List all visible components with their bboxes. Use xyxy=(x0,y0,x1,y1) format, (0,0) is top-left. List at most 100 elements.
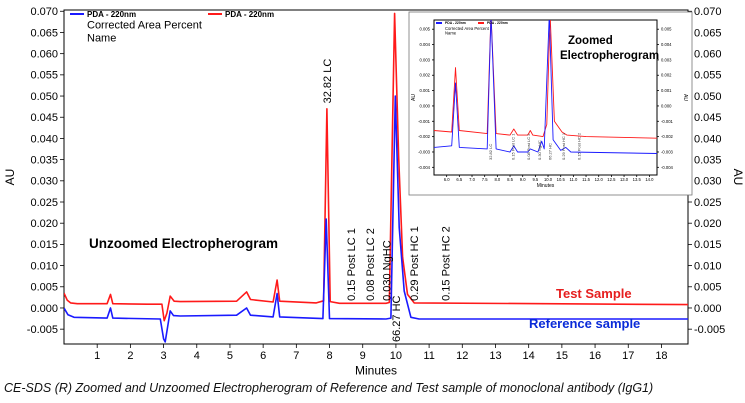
y-tick-label-left: 0.040 xyxy=(30,133,58,145)
y-tick-label-right: -0.005 xyxy=(694,324,725,336)
test-series-line xyxy=(64,12,688,322)
x-axis-label: Minutes xyxy=(355,363,397,377)
x-tick-label: 10.0 xyxy=(544,177,553,182)
x-tick-label: 8.0 xyxy=(494,177,500,182)
y-tick-label-right: 0.001 xyxy=(661,88,672,93)
y-tick-label-right: 0.005 xyxy=(694,282,722,294)
y-axis-label: AU xyxy=(411,94,417,101)
plot-frame xyxy=(433,19,658,176)
x-tick-label: 18 xyxy=(655,350,667,362)
peak-label: 0.15 Post LC 1 xyxy=(346,228,358,301)
x-tick-label: 7 xyxy=(293,350,299,362)
peak-label: 32.82 LC xyxy=(322,59,334,104)
peak-label: 66.27 HC xyxy=(391,295,403,342)
y-tick-label-right: 0.055 xyxy=(694,70,722,82)
legend-subtitle: Corrected Area Percent xyxy=(445,26,490,31)
y-tick-label-right: 0.045 xyxy=(694,112,722,124)
y-tick-label-right: 0.070 xyxy=(694,6,722,18)
x-tick-label: 1 xyxy=(94,350,100,362)
y-tick-label-right: -0.002 xyxy=(661,134,674,139)
x-tick-label: 11.0 xyxy=(569,177,578,182)
y-tick-label-right: 0.015 xyxy=(694,239,722,251)
y-tick-label-left: 0.055 xyxy=(30,70,58,82)
y-tick-label-left: 0.050 xyxy=(30,91,58,103)
x-tick-label: 2 xyxy=(127,350,133,362)
y-tick-label-left: 0.010 xyxy=(30,260,58,272)
y-tick-label-right: -0.003 xyxy=(661,149,674,154)
y-tick-label-left: 0.005 xyxy=(420,27,431,32)
inset-peak-label: 0.30 NgHC xyxy=(537,140,542,160)
y-tick-label-left: 0.003 xyxy=(420,57,431,62)
y-tick-label-right: 0.000 xyxy=(694,303,722,315)
x-tick-label: 4 xyxy=(194,350,200,362)
x-tick-label: 11 xyxy=(423,350,434,362)
inset-peak-label: 0.15 Post LC 1 xyxy=(511,133,516,160)
y-tick-label-right: 0.004 xyxy=(661,42,672,47)
x-tick-label: 3 xyxy=(161,350,167,362)
legend-label-test: PDA - 220nm xyxy=(487,21,508,25)
legend-label-reference: PDA - 220nm xyxy=(87,10,136,19)
zoomed-chart-inset: 6.0 6.5 7.0 7.5 8.0 8.5 9.0 9.5 10.0 10.5 11.0 11.5… xyxy=(408,11,693,196)
x-tick-label: 12.5 xyxy=(607,177,616,182)
peak-label: 0.29 Post HC 1 xyxy=(409,226,421,301)
legend-subtitle: Name xyxy=(445,31,457,36)
x-tick-label: 13.0 xyxy=(620,177,629,182)
y-tick-label-left: -0.005 xyxy=(27,324,58,336)
x-tick-label: 17 xyxy=(622,350,634,362)
y-axis-label: AU xyxy=(3,169,17,186)
test-series-line xyxy=(434,20,657,139)
unzoomed-chart: 1 2 3 4 5 6 7 8 9 10 11 12 13 14 15 16 17 18-0.0050.0000.… xyxy=(3,6,745,377)
y-tick-label-left: -0.001 xyxy=(418,119,431,124)
y-tick-label-right: 0.050 xyxy=(694,91,722,103)
y-tick-label-right: 0.002 xyxy=(661,73,672,78)
inset-peak-label: 0.08 Post LC 2 xyxy=(526,133,531,160)
y-tick-label-left: 0.020 xyxy=(30,218,58,230)
inset-peak-label: 0.15 Post HC 2 xyxy=(576,132,581,160)
inset-peak-label: 66.27 HC xyxy=(547,143,552,160)
reference-series-line xyxy=(64,95,688,343)
x-tick-label: 12.0 xyxy=(595,177,604,182)
x-tick-label: 11.5 xyxy=(582,177,591,182)
x-tick-label: 9.5 xyxy=(532,177,538,182)
inset-peak-label: 32.82 LC xyxy=(488,144,493,160)
y-axis-label-right: AU xyxy=(731,169,745,186)
y-tick-label-right: 0.065 xyxy=(694,27,722,39)
y-tick-label-right: 0.010 xyxy=(694,260,722,272)
y-tick-label-left: 0.002 xyxy=(420,73,431,78)
x-tick-label: 7.0 xyxy=(469,177,475,182)
chart-title: Unzoomed Electropherogram xyxy=(89,236,278,251)
x-tick-label: 6.0 xyxy=(444,177,450,182)
y-tick-label-left: -0.002 xyxy=(418,134,431,139)
y-tick-label-left: 0.025 xyxy=(30,197,58,209)
legend-subtitle: Name xyxy=(87,32,116,44)
y-axis-label-right: AU xyxy=(682,94,688,101)
y-tick-label-left: 0.060 xyxy=(30,49,58,61)
legend-label-reference: PDA - 220nm xyxy=(445,21,466,25)
x-tick-label: 10.5 xyxy=(557,177,566,182)
test-sample-label: Test Sample xyxy=(556,286,632,301)
y-tick-label-right: 0.000 xyxy=(661,103,672,108)
y-tick-label-right: 0.005 xyxy=(661,27,672,32)
series-group xyxy=(434,20,657,154)
x-tick-label: 15 xyxy=(556,350,568,362)
series-group xyxy=(64,12,688,343)
y-tick-label-left: 0.030 xyxy=(30,176,58,188)
y-tick-label-right: 0.020 xyxy=(694,218,722,230)
y-tick-label-left: 0.000 xyxy=(420,103,431,108)
reference-sample-label: Reference sample xyxy=(529,316,640,331)
y-tick-label-left: -0.003 xyxy=(418,149,431,154)
y-tick-label-right: 0.040 xyxy=(694,133,722,145)
x-tick-label: 9.0 xyxy=(520,177,526,182)
x-tick-label: 14 xyxy=(523,350,535,362)
legend-label-test: PDA - 220nm xyxy=(225,10,274,19)
x-tick-label: 6.5 xyxy=(456,177,462,182)
y-tick-label-left: 0.065 xyxy=(30,27,58,39)
y-tick-label-right: 0.025 xyxy=(694,197,722,209)
peak-label: 0.08 Post LC 2 xyxy=(365,228,377,301)
x-tick-label: 13 xyxy=(489,350,501,362)
y-tick-label-right: -0.004 xyxy=(661,165,674,170)
figure-caption: CE-SDS (R) Zoomed and Unzoomed Electroph… xyxy=(4,381,654,395)
